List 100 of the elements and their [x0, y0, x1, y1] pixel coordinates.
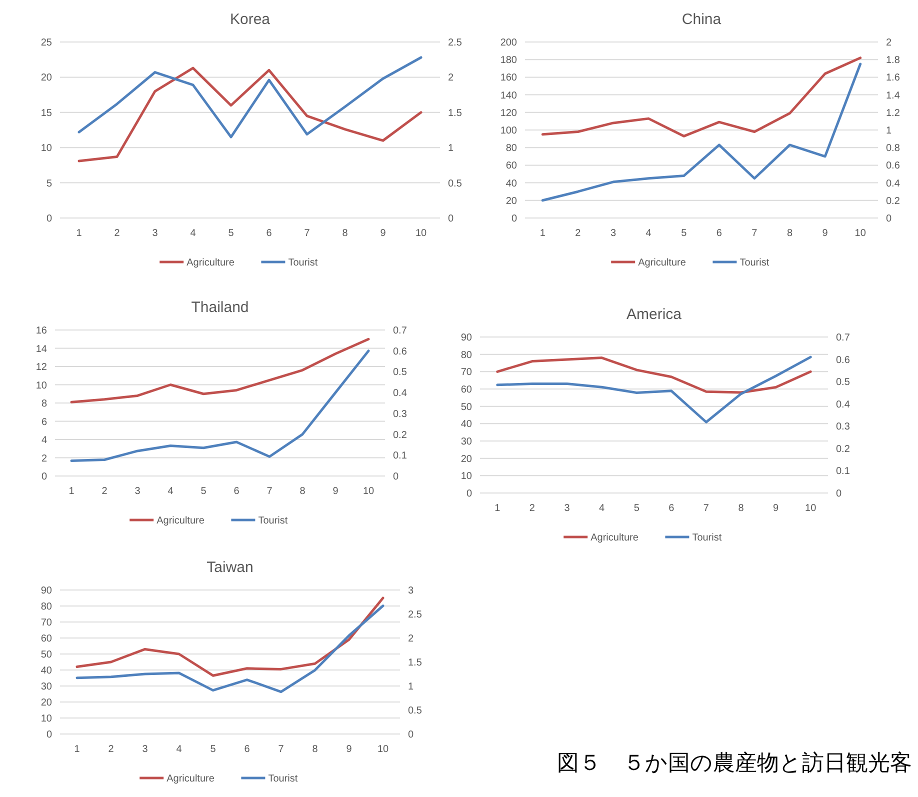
x-tick-label: 6	[234, 486, 240, 497]
y-tick-label: 70	[460, 367, 472, 378]
y2-tick-label: 2	[886, 38, 892, 48]
x-tick-label: 9	[332, 486, 339, 497]
y2-tick-label: 0.6	[886, 160, 900, 172]
y-tick-label: 10	[460, 471, 472, 482]
x-tick-label: 2	[575, 228, 582, 239]
legend-label: Agriculture	[166, 774, 215, 784]
chart-title: Korea	[230, 11, 271, 28]
y2-tick-label: 0	[886, 214, 892, 224]
y-tick-label: 40	[460, 419, 472, 430]
legend-label: Agriculture	[638, 258, 686, 268]
x-tick-label: 5	[200, 486, 207, 497]
x-tick-label: 2	[102, 486, 108, 497]
legend-label: Tourist	[288, 258, 318, 268]
x-tick-label: 7	[703, 503, 710, 514]
y-tick-label: 20	[506, 196, 518, 207]
line-series	[70, 350, 370, 462]
x-tick-label: 7	[266, 486, 273, 497]
chart-title: China	[682, 11, 722, 28]
y-tick-label: 60	[506, 160, 518, 172]
x-tick-label: 4	[176, 744, 182, 755]
y2-tick-label: 1	[408, 682, 414, 692]
y-tick-label: 90	[40, 586, 52, 596]
x-tick-label: 1	[68, 486, 75, 497]
x-tick-label: 1	[76, 228, 82, 239]
y2-tick-label: 0.3	[836, 422, 850, 433]
y-tick-label: 20	[40, 698, 52, 708]
y-tick-label: 50	[460, 402, 472, 413]
caption: 図５ ５か国の農産物と訪日観光客	[557, 750, 912, 775]
y-tick-label: 10	[36, 380, 48, 392]
y2-tick-label: 1.8	[886, 55, 900, 66]
x-tick-label: 8	[300, 486, 306, 497]
y-tick-label: 60	[40, 634, 52, 644]
y-tick-label: 30	[460, 436, 472, 448]
y-tick-label: 15	[40, 108, 52, 119]
x-tick-label: 3	[134, 486, 141, 497]
y2-tick-label: 1.2	[886, 108, 900, 119]
y2-tick-label: 0	[836, 488, 842, 500]
x-tick-label: 6	[244, 744, 250, 755]
line-series	[70, 338, 370, 404]
line-series	[541, 62, 862, 202]
line-series	[78, 66, 422, 162]
y-tick-label: 180	[500, 55, 518, 66]
y-tick-label: 5	[46, 178, 52, 190]
y2-tick-label: 0.2	[886, 196, 900, 207]
y2-tick-label: 3	[408, 586, 414, 596]
y-tick-label: 50	[40, 650, 52, 660]
y2-tick-label: 0.5	[408, 706, 422, 716]
y2-tick-label: 0.4	[393, 388, 408, 400]
x-tick-label: 2	[529, 503, 536, 514]
x-tick-label: 5	[634, 503, 640, 514]
y2-tick-label: 0	[408, 730, 414, 740]
y-tick-label: 2	[41, 453, 48, 464]
x-tick-label: 10	[854, 228, 866, 239]
y2-tick-label: 0.5	[393, 367, 408, 378]
y2-tick-label: 0.1	[393, 450, 408, 462]
x-tick-label: 5	[681, 228, 688, 239]
y2-tick-label: 0.2	[836, 444, 850, 455]
x-tick-label: 7	[752, 228, 758, 239]
y-tick-label: 12	[36, 362, 48, 373]
y2-tick-label: 0.6	[836, 354, 850, 366]
y2-tick-label: 0	[393, 472, 399, 482]
x-tick-label: 7	[304, 228, 310, 239]
x-tick-label: 1	[494, 503, 501, 514]
x-tick-label: 4	[599, 503, 606, 514]
y2-tick-label: 1.6	[886, 72, 900, 84]
x-tick-label: 2	[108, 744, 114, 755]
y2-tick-label: 1	[886, 126, 892, 136]
x-tick-label: 10	[415, 228, 427, 239]
y2-tick-label: 0.3	[393, 408, 408, 420]
y-tick-label: 100	[500, 126, 518, 136]
y-tick-label: 80	[506, 143, 518, 154]
x-tick-label: 9	[346, 744, 352, 755]
y-tick-label: 30	[40, 682, 52, 692]
x-tick-label: 3	[142, 744, 148, 755]
y2-tick-label: 0.4	[836, 399, 850, 410]
y2-tick-label: 2.5	[408, 610, 422, 620]
y2-tick-label: 0.4	[886, 178, 900, 190]
x-tick-label: 9	[380, 228, 386, 239]
x-tick-label: 4	[168, 486, 174, 497]
x-tick-label: 5	[228, 228, 234, 239]
legend-label: Tourist	[692, 532, 722, 544]
x-tick-label: 4	[190, 228, 196, 239]
x-tick-label: 1	[540, 228, 546, 239]
line-series	[78, 56, 422, 138]
y-tick-label: 25	[40, 38, 52, 48]
x-tick-label: 3	[564, 503, 570, 514]
y2-tick-label: 0.7	[836, 332, 850, 344]
line-series	[76, 596, 384, 677]
y-tick-label: 4	[41, 435, 48, 446]
x-tick-label: 10	[362, 486, 374, 497]
x-tick-label: 8	[786, 228, 793, 239]
y-tick-label: 0	[511, 214, 518, 224]
legend-label: Tourist	[740, 258, 770, 268]
y2-tick-label: 1	[448, 143, 454, 154]
x-tick-label: 6	[716, 228, 722, 239]
y2-tick-label: 2.5	[448, 38, 462, 48]
y-tick-label: 120	[500, 108, 518, 119]
line-series	[541, 56, 862, 138]
